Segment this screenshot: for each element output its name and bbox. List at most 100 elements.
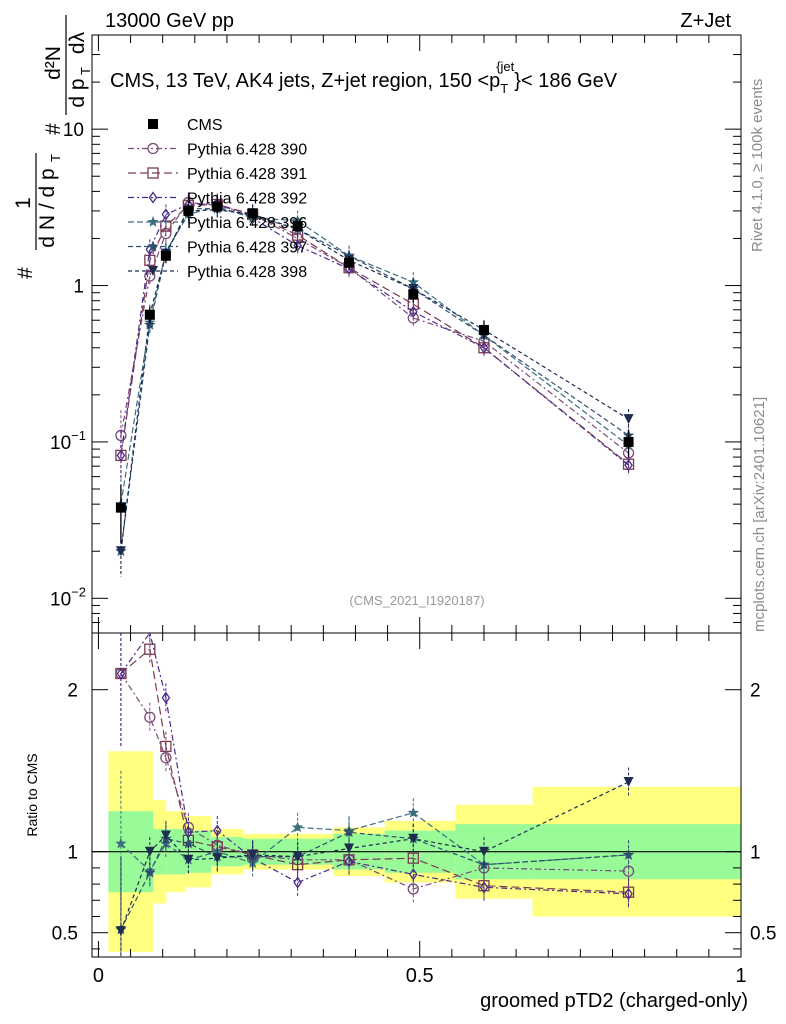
- ylabel-numerator-1: 1: [12, 197, 35, 209]
- legend-label: Pythia 6.428 398: [187, 264, 307, 281]
- x-tick-label: 1: [735, 965, 746, 987]
- cms-point: [160, 250, 171, 261]
- main-y-tick-label: 10−1: [50, 428, 86, 454]
- ratio-y-tick-label-right: 0.5: [750, 924, 776, 945]
- ratio-uncertainty-bands: [92, 633, 741, 957]
- ylabel-numerator-2: d²N: [42, 46, 65, 80]
- main-y-tick-label: 1: [73, 277, 84, 298]
- header-left: 13000 GeV pp: [105, 10, 234, 32]
- ratio-point-5: [343, 826, 355, 838]
- main-axes: 10−2 10−1 1 10: [50, 34, 742, 634]
- ratio-point-5: [182, 837, 195, 849]
- ratio-point-6: [160, 830, 171, 841]
- series-point-3: [624, 459, 633, 472]
- ratio-point-3: [479, 881, 489, 894]
- ratio-line-2: [120, 648, 629, 893]
- series-point-5: [144, 318, 156, 330]
- analysis-id: (CMS_2021_I1920187): [349, 593, 484, 608]
- main-y-tick-label: 10: [63, 120, 84, 141]
- header-right: Z+Jet: [680, 10, 731, 32]
- ratio-y-tick-label: 0.5: [52, 924, 78, 945]
- ratio-axes: 0.5 0.51 12 20 0.5 1: [52, 632, 776, 987]
- series-point-3: [408, 305, 418, 318]
- legend-label: Pythia 6.428 390: [187, 142, 307, 159]
- ratio-point-6: [144, 846, 155, 857]
- ratio-point-5: [622, 848, 635, 860]
- ratio-point-2: [144, 643, 156, 655]
- cms-point: [292, 221, 303, 232]
- x-tick-label: 0: [93, 965, 104, 987]
- main-plot-background: [92, 35, 741, 633]
- legend-label: CMS: [187, 117, 223, 134]
- series-point-5: [343, 249, 355, 261]
- ratio-point-6: [623, 777, 634, 788]
- ratio-point-6: [344, 843, 355, 854]
- cms-point: [183, 205, 194, 216]
- series-point-6: [115, 546, 126, 557]
- cms-point: [478, 324, 489, 335]
- ratio-point-1: [144, 711, 156, 723]
- chart-title: CMS, 13 TeV, AK4 jets, Z+jet region, 150…: [110, 59, 618, 96]
- main-y-tick-label: 10−2: [50, 584, 86, 610]
- ratio-line-5: [120, 831, 629, 930]
- legend-marker: [147, 216, 159, 227]
- ratio-point-2: [407, 852, 419, 864]
- ratio-point-6: [183, 854, 194, 865]
- legend-label: Pythia 6.428 391: [187, 166, 307, 183]
- ylabel-denominator-1: d N / d p: [36, 168, 59, 247]
- side-label-mcplots: mcplots.cern.ch [arXiv:2401.10621]: [751, 397, 768, 632]
- cms-point: [344, 257, 355, 268]
- ratio-y-tick-label-right: 2: [750, 681, 761, 702]
- ratio-point-3: [344, 855, 354, 868]
- legend-marker: [147, 167, 159, 179]
- ratio-point-3: [161, 691, 171, 704]
- legend-marker: [148, 119, 158, 129]
- ratio-point-1: [407, 883, 419, 895]
- series-point-6: [623, 414, 634, 425]
- ratio-point-6: [247, 849, 258, 860]
- ylabel-dlambda: dλ: [66, 31, 89, 54]
- cms-point: [115, 502, 126, 513]
- cms-data-group: [115, 201, 634, 543]
- ratio-point-6: [478, 846, 489, 857]
- series-point-3: [116, 449, 126, 462]
- x-tick-label: 0.5: [406, 965, 434, 987]
- ratio-point-6: [292, 851, 303, 862]
- legend-marker: [148, 266, 158, 276]
- series-point-3: [293, 239, 302, 252]
- ratio-point-6: [408, 833, 419, 844]
- legend: CMS Pythia 6.428 390 Pythia 6.428 391 Pythi…: [128, 117, 307, 281]
- ratio-point-6: [115, 926, 126, 937]
- series-point-3: [161, 208, 171, 221]
- ratio-point-3: [293, 876, 302, 889]
- legend-label: Pythia 6.428 397: [187, 240, 307, 257]
- ratio-point-2: [160, 740, 172, 753]
- x-axis-label: groomed pTD2 (charged-only): [480, 990, 748, 1012]
- ratio-point-4: [115, 837, 127, 849]
- ratio-frame: [91, 632, 742, 958]
- legend-marker: [148, 191, 158, 204]
- ylabel-sub-t-2: T: [78, 67, 93, 75]
- ylabel-hash-1: #: [14, 267, 37, 279]
- cms-point: [247, 208, 258, 219]
- cms-point: [144, 309, 155, 320]
- main-plot-area: [92, 35, 741, 633]
- ratio-y-axis-label: Ratio to CMS: [24, 753, 40, 836]
- ylabel-hash-2: #: [42, 123, 65, 135]
- legend-label: Pythia 6.428 396: [187, 215, 307, 232]
- ratio-point-4: [407, 806, 419, 818]
- legend-marker: [147, 240, 159, 252]
- cms-point: [212, 201, 223, 212]
- cms-point: [623, 436, 634, 447]
- ratio-series-group: [92, 631, 741, 957]
- cms-point: [408, 289, 419, 300]
- ratio-point-3: [116, 667, 126, 680]
- ylabel-denominator-2: d p: [66, 78, 89, 107]
- ratio-point-3: [184, 826, 193, 839]
- ratio-point-6: [212, 853, 223, 864]
- ylabel-sub-t-1: T: [48, 154, 63, 162]
- legend-label: Pythia 6.428 392: [187, 191, 307, 208]
- ratio-point-5: [144, 866, 156, 878]
- ratio-y-tick-label: 2: [67, 681, 78, 702]
